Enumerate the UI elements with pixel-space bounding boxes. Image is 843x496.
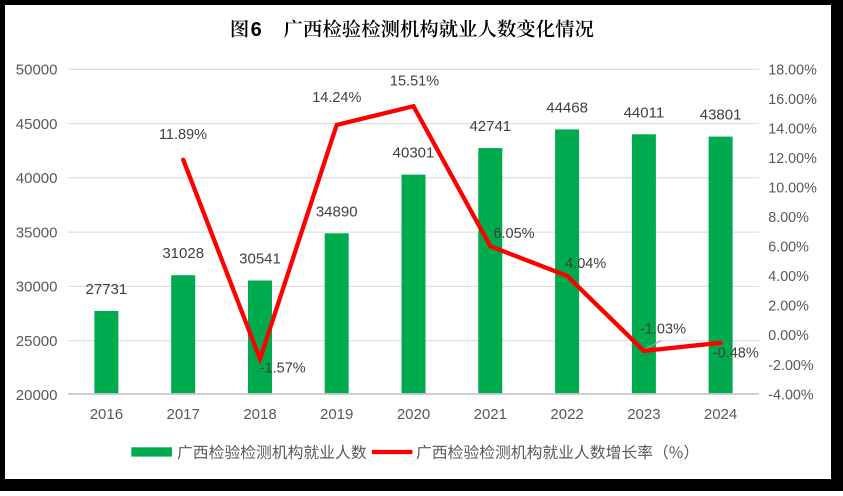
svg-text:45000: 45000 [16, 116, 58, 133]
svg-text:40000: 40000 [16, 170, 58, 187]
svg-text:35000: 35000 [16, 224, 58, 241]
svg-text:6: 6 [251, 19, 262, 41]
svg-text:2017: 2017 [167, 406, 200, 423]
svg-text:2024: 2024 [704, 406, 737, 423]
svg-text:-1.57%: -1.57% [260, 360, 306, 376]
svg-text:14.00%: 14.00% [768, 121, 817, 137]
svg-text:44468: 44468 [546, 99, 588, 116]
svg-text:-0.48%: -0.48% [713, 346, 759, 362]
svg-text:16.00%: 16.00% [768, 92, 817, 108]
svg-text:2.00%: 2.00% [768, 299, 809, 315]
svg-text:2018: 2018 [243, 406, 276, 423]
svg-text:4.00%: 4.00% [768, 269, 809, 285]
svg-text:2016: 2016 [90, 406, 123, 423]
svg-text:2020: 2020 [397, 406, 430, 423]
svg-text:42741: 42741 [469, 118, 511, 135]
svg-text:11.89%: 11.89% [159, 127, 207, 143]
svg-text:6.00%: 6.00% [768, 240, 809, 256]
svg-text:2022: 2022 [550, 406, 583, 423]
svg-text:31028: 31028 [162, 245, 204, 262]
svg-text:2021: 2021 [474, 406, 507, 423]
svg-text:27731: 27731 [86, 281, 128, 298]
svg-text:25000: 25000 [16, 333, 58, 350]
svg-text:2023: 2023 [627, 406, 660, 423]
svg-text:30000: 30000 [16, 279, 58, 296]
svg-text:6.05%: 6.05% [493, 226, 534, 242]
svg-text:43801: 43801 [700, 107, 742, 124]
svg-text:0.00%: 0.00% [768, 328, 809, 344]
svg-text:10.00%: 10.00% [768, 181, 817, 197]
svg-text:40301: 40301 [393, 145, 435, 162]
svg-text:-2.00%: -2.00% [768, 358, 814, 374]
svg-text:50000: 50000 [16, 62, 58, 79]
svg-text:34890: 34890 [316, 203, 358, 220]
svg-text:12.00%: 12.00% [768, 151, 817, 167]
svg-text:20000: 20000 [16, 387, 58, 404]
svg-text:-1.03%: -1.03% [640, 321, 686, 337]
svg-text:18.00%: 18.00% [768, 62, 817, 78]
svg-text:8.00%: 8.00% [768, 210, 809, 226]
svg-text:30541: 30541 [239, 251, 281, 268]
svg-text:14.24%: 14.24% [312, 90, 361, 106]
svg-text:15.51%: 15.51% [390, 73, 439, 89]
svg-text:4.04%: 4.04% [565, 256, 606, 272]
svg-text:2019: 2019 [320, 406, 353, 423]
svg-text:-4.00%: -4.00% [768, 387, 814, 403]
svg-text:44011: 44011 [624, 104, 665, 121]
